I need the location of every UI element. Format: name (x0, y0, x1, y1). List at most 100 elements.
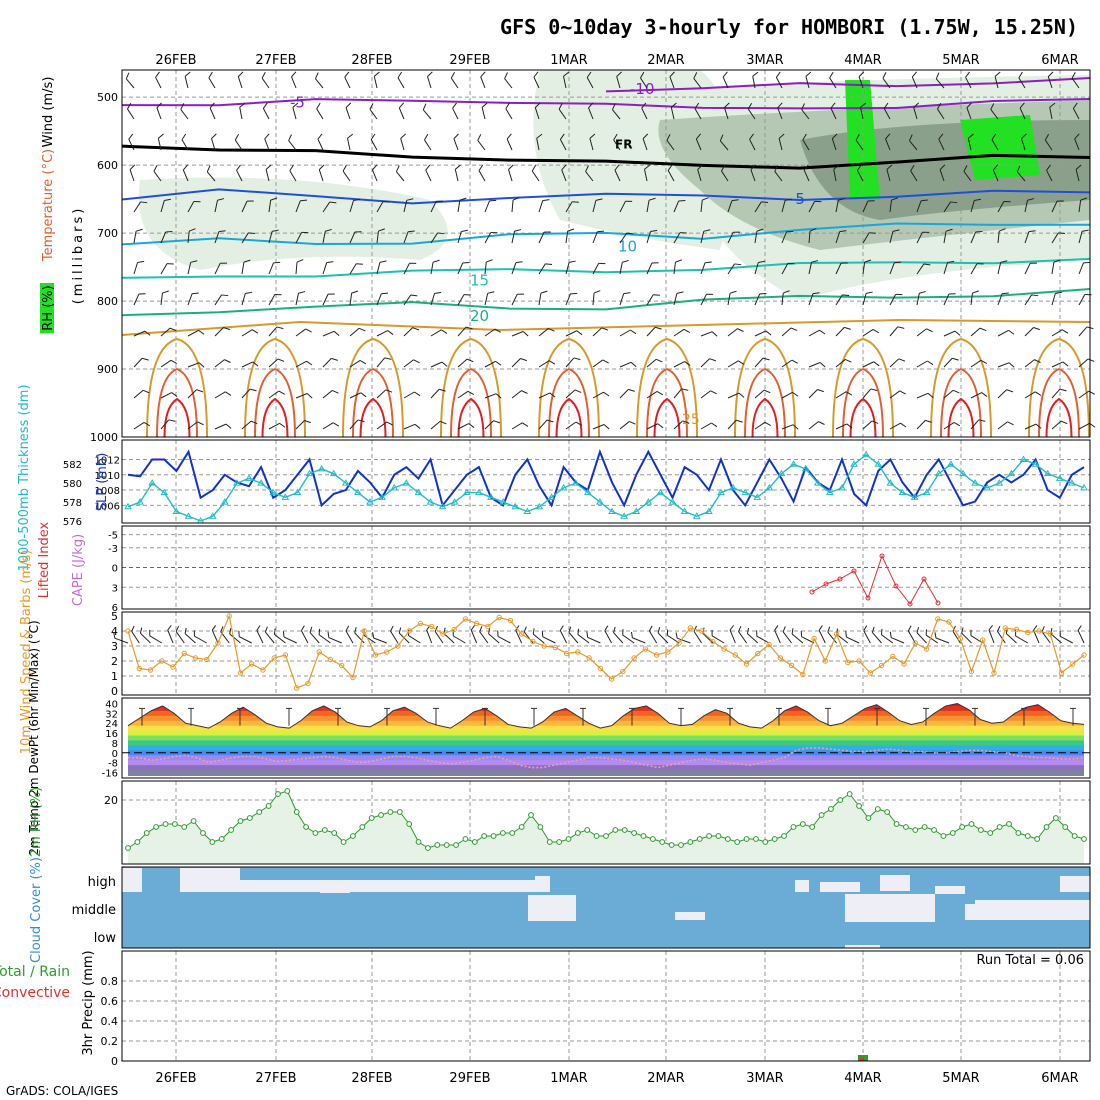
wind-barb-flag (353, 198, 361, 202)
wind10-barb-shaft (1050, 633, 1062, 644)
wind-barb (700, 261, 712, 275)
wind-barb-shaft (208, 77, 216, 89)
wind-barb (646, 391, 664, 399)
wind10-barb-shaft (702, 632, 714, 644)
wind-barb (781, 359, 798, 368)
wind10-barb (889, 631, 905, 644)
wind10-barb-flag (782, 626, 786, 633)
wind-barb-shaft (531, 170, 540, 182)
wind10-barb-shaft (1033, 629, 1040, 644)
wind-barb (808, 260, 819, 275)
wind-barb-flag (192, 292, 199, 295)
wind-barb-flag (586, 71, 592, 78)
wind-barb-shaft (646, 294, 654, 306)
wind-barb (1051, 420, 1068, 430)
wind-barb-shaft (214, 391, 226, 399)
wind-barb-flag (666, 134, 671, 141)
wind-barb-shaft (241, 262, 245, 275)
wind-barb (187, 292, 199, 306)
wind-barb-shaft (727, 328, 738, 337)
rh2m-marker (771, 836, 778, 842)
wind-barb (511, 229, 522, 244)
temperature-contour (121, 144, 1091, 170)
wind-barb-shaft (295, 293, 299, 306)
wind10-barb-shaft (229, 633, 241, 644)
wind-barb-shaft (889, 390, 901, 399)
wind-barb-flag (252, 361, 259, 367)
wind-barb (719, 134, 729, 151)
wind-barb-shaft (966, 107, 972, 120)
wind10-barb-shaft (568, 631, 579, 644)
wind10-barb-shaft (515, 630, 523, 644)
wind10-barb-flag (264, 626, 268, 633)
wind-barb (349, 231, 362, 244)
wind-barb (506, 133, 513, 151)
wind-barb-flag (378, 228, 385, 232)
wind10-barb (1050, 627, 1062, 644)
warm-temperature-contour (1045, 397, 1073, 438)
wind-barb-flag (462, 262, 470, 264)
wind10-barb-shaft (1077, 630, 1085, 644)
rh2m-marker (837, 797, 844, 803)
wind-barb (538, 419, 554, 430)
wind-barb (585, 165, 594, 182)
wind-barb-flag (314, 72, 319, 79)
wind10-marker (485, 623, 491, 630)
wind-barb (862, 361, 880, 368)
wind-barb-flag (127, 102, 132, 110)
wind-barb-shaft (592, 200, 597, 213)
wind-barb (289, 164, 297, 182)
warm-temperature-contour (832, 337, 894, 438)
wind-barb-shaft (997, 262, 1002, 275)
top-date-label: 5MAR (942, 53, 979, 68)
wind-barb-flag (702, 197, 709, 201)
wind-barb-flag (296, 259, 304, 263)
thickness-marker (765, 483, 774, 491)
wind-barb (430, 200, 443, 213)
rh2m-marker (368, 815, 375, 821)
wind10-marker (552, 644, 559, 651)
wind10-marker (991, 670, 997, 676)
wind-barb-shaft (994, 76, 999, 89)
wind-barb-flag (927, 392, 934, 399)
temperature-contour (121, 318, 1091, 336)
wind10-marker (721, 646, 727, 652)
wind-barb-shaft (885, 138, 891, 151)
wind-barb-flag (981, 392, 988, 397)
wind-barb (801, 103, 810, 120)
wind-barb-shaft (781, 424, 794, 430)
wind-barb (970, 392, 988, 399)
wind-barb-flag (589, 133, 596, 139)
bottom-date-label: 6MAR (1041, 1071, 1078, 1086)
wind-barb (889, 197, 898, 213)
wind-barb-flag (441, 329, 448, 334)
wind-barb-flag (899, 390, 906, 395)
wind-barb-flag (628, 388, 635, 392)
wind-barb-flag (137, 260, 145, 264)
wind-barb (727, 328, 744, 337)
wind-barb-flag (171, 392, 178, 397)
bottom-date-label: 4MAR (844, 1071, 881, 1086)
wind-barb (430, 291, 442, 306)
rh2m-marker (162, 821, 169, 827)
wind10-barb (604, 625, 613, 644)
wind-barb-shaft (565, 389, 576, 399)
wind10-barb (184, 627, 196, 644)
wind-barb-flag (206, 165, 211, 173)
wind-barb (295, 231, 309, 244)
wind-barb-shaft (754, 293, 761, 306)
wind-barb-shaft (453, 138, 459, 151)
cloud-level-low: low (94, 931, 117, 946)
wind-barb-shaft (646, 200, 650, 213)
thickness-marker (850, 460, 858, 467)
lifted-tick-label: -5 (108, 531, 118, 542)
thickness-marker (1007, 469, 1016, 477)
precip-axis-label: 3hr Precip (mm) (81, 950, 96, 1055)
wind-barb-flag (762, 357, 770, 361)
thickness-marker (825, 488, 834, 496)
wind10-barb (113, 632, 129, 644)
warm-temperature-contour (1028, 337, 1090, 438)
wind-barb-shaft (322, 358, 332, 368)
wind-barb (754, 201, 769, 213)
wind10-marker (845, 659, 851, 666)
